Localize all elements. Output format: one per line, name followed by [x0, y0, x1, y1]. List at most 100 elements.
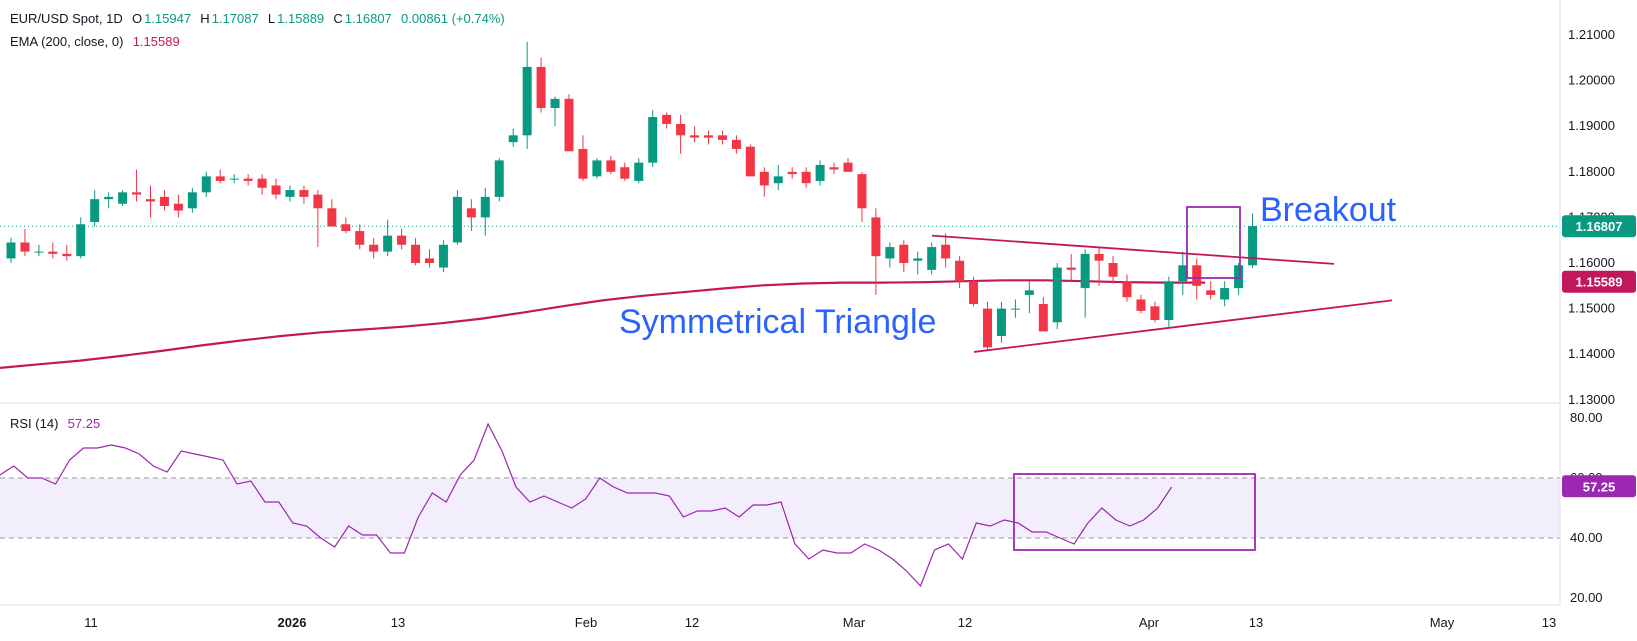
candle-bearish: [146, 199, 155, 202]
candle-bullish: [104, 196, 114, 200]
rsi-tick-label: 40.00: [1570, 530, 1603, 545]
candle-bearish: [620, 167, 630, 179]
triangle-upper-trendline: [931, 234, 1335, 265]
candle-bearish: [731, 139, 741, 149]
candle-bearish: [173, 203, 183, 211]
candle-bullish: [6, 242, 16, 259]
candle-bearish: [829, 167, 839, 170]
ema-value: 1.15589: [132, 34, 180, 49]
rsi-label[interactable]: RSI (14): [10, 416, 59, 431]
triangle-annotation: Symmetrical Triangle: [619, 303, 936, 341]
breakout-box: [1186, 206, 1241, 279]
candle-bearish: [759, 171, 769, 186]
time-tick-label: Feb: [575, 615, 597, 630]
candle-bullish: [885, 247, 895, 259]
time-tick-label: 13: [1542, 615, 1556, 630]
ema-price-tag-text: 1.15589: [1576, 275, 1623, 290]
time-tick-label: 12: [958, 615, 972, 630]
rsi-tick-label: 20.00: [1570, 590, 1603, 605]
ema-label[interactable]: EMA (200, close, 0): [10, 34, 124, 49]
candle-bearish: [299, 190, 309, 197]
candle-bullish: [1052, 267, 1062, 323]
rsi-value-tag: [1562, 475, 1636, 498]
candle-bullish: [118, 192, 128, 204]
time-tick-label: Apr: [1139, 615, 1160, 630]
candle-bearish: [20, 242, 30, 252]
candle-bullish: [285, 190, 295, 197]
rsi-layer: [0, 422, 1256, 588]
candle-bullish: [90, 199, 100, 222]
price-tick-label: 1.19000: [1568, 118, 1615, 133]
candle-bearish: [62, 253, 72, 257]
triangle-lower-trendline: [973, 299, 1393, 353]
drawings-layer: Breakout Symmetrical Triangle: [619, 191, 1397, 353]
candle-bullish: [1024, 290, 1034, 295]
price-legend: EUR/USD Spot, 1D O 1.15947 H 1.17087 L 1.15…: [10, 11, 507, 26]
candle-bullish: [927, 247, 937, 270]
open-label: O: [131, 11, 143, 26]
candle-bearish: [787, 171, 797, 175]
change-value: 0.00861 (+0.74%): [401, 11, 505, 26]
rsi-line: [0, 422, 1173, 588]
candle-bearish: [327, 208, 337, 227]
candle-bearish: [676, 123, 686, 136]
time-tick-label: 12: [685, 615, 699, 630]
candle-bullish: [452, 196, 462, 243]
candle-bullish: [508, 135, 518, 143]
candle-bearish: [355, 231, 365, 245]
candle-bearish: [48, 251, 58, 254]
candle-bearish: [425, 258, 434, 263]
price-tick-label: 1.20000: [1568, 73, 1615, 88]
candle-bearish: [1150, 306, 1160, 320]
candle-bullish: [1164, 281, 1174, 320]
candle-bullish: [1234, 265, 1244, 289]
candle-bearish: [397, 235, 407, 245]
candle-bearish: [132, 192, 142, 195]
candle-bearish: [341, 224, 351, 232]
close-label: C: [333, 11, 343, 26]
candle-bearish: [313, 194, 323, 209]
time-tick-label: 2026: [278, 615, 307, 630]
candle-bearish: [257, 178, 267, 188]
candle-bearish: [271, 185, 281, 195]
ema-200-layer: [0, 279, 1205, 369]
rsi-breakout-box: [1013, 473, 1256, 551]
candle-bearish: [843, 162, 853, 172]
candle-bullish: [229, 178, 239, 180]
candle-bullish: [522, 66, 532, 136]
low-value: 1.15889: [277, 11, 325, 26]
candle-bullish: [34, 251, 44, 253]
candle-bullish: [550, 98, 560, 108]
candle-bearish: [857, 174, 867, 209]
last-price-tag: [1562, 215, 1636, 238]
candle-bearish: [1122, 281, 1132, 298]
candle-bullish: [187, 192, 197, 209]
candle-bearish: [1066, 267, 1076, 270]
price-tick-label: 1.16000: [1568, 255, 1615, 270]
candle-bearish: [466, 208, 476, 218]
candle-bearish: [899, 244, 909, 263]
candle-bearish: [1206, 290, 1216, 295]
candle-bullish: [494, 160, 504, 197]
price-tick-label: 1.15000: [1568, 301, 1615, 316]
candle-bullish: [773, 176, 783, 184]
candle-bearish: [1094, 253, 1104, 261]
high-label: H: [200, 11, 210, 26]
time-tick-label: 13: [391, 615, 405, 630]
candle-bearish: [606, 160, 616, 172]
price-tick-label: 1.13000: [1568, 392, 1615, 407]
candle-bullish: [815, 164, 825, 181]
candle-bearish: [717, 135, 727, 140]
candle-bearish: [690, 135, 700, 138]
candle-bearish: [1192, 265, 1202, 286]
candle-bearish: [662, 114, 672, 124]
rsi-band-fill: [0, 478, 1560, 538]
symbol-label[interactable]: EUR/USD Spot, 1D: [10, 11, 123, 26]
time-tick-label: May: [1430, 615, 1455, 630]
candle-bullish: [1010, 308, 1020, 310]
candle-bullish: [592, 160, 602, 177]
candle-bullish: [634, 162, 644, 181]
price-tick-label: 1.18000: [1568, 164, 1615, 179]
rsi-value: 57.25: [67, 416, 101, 431]
